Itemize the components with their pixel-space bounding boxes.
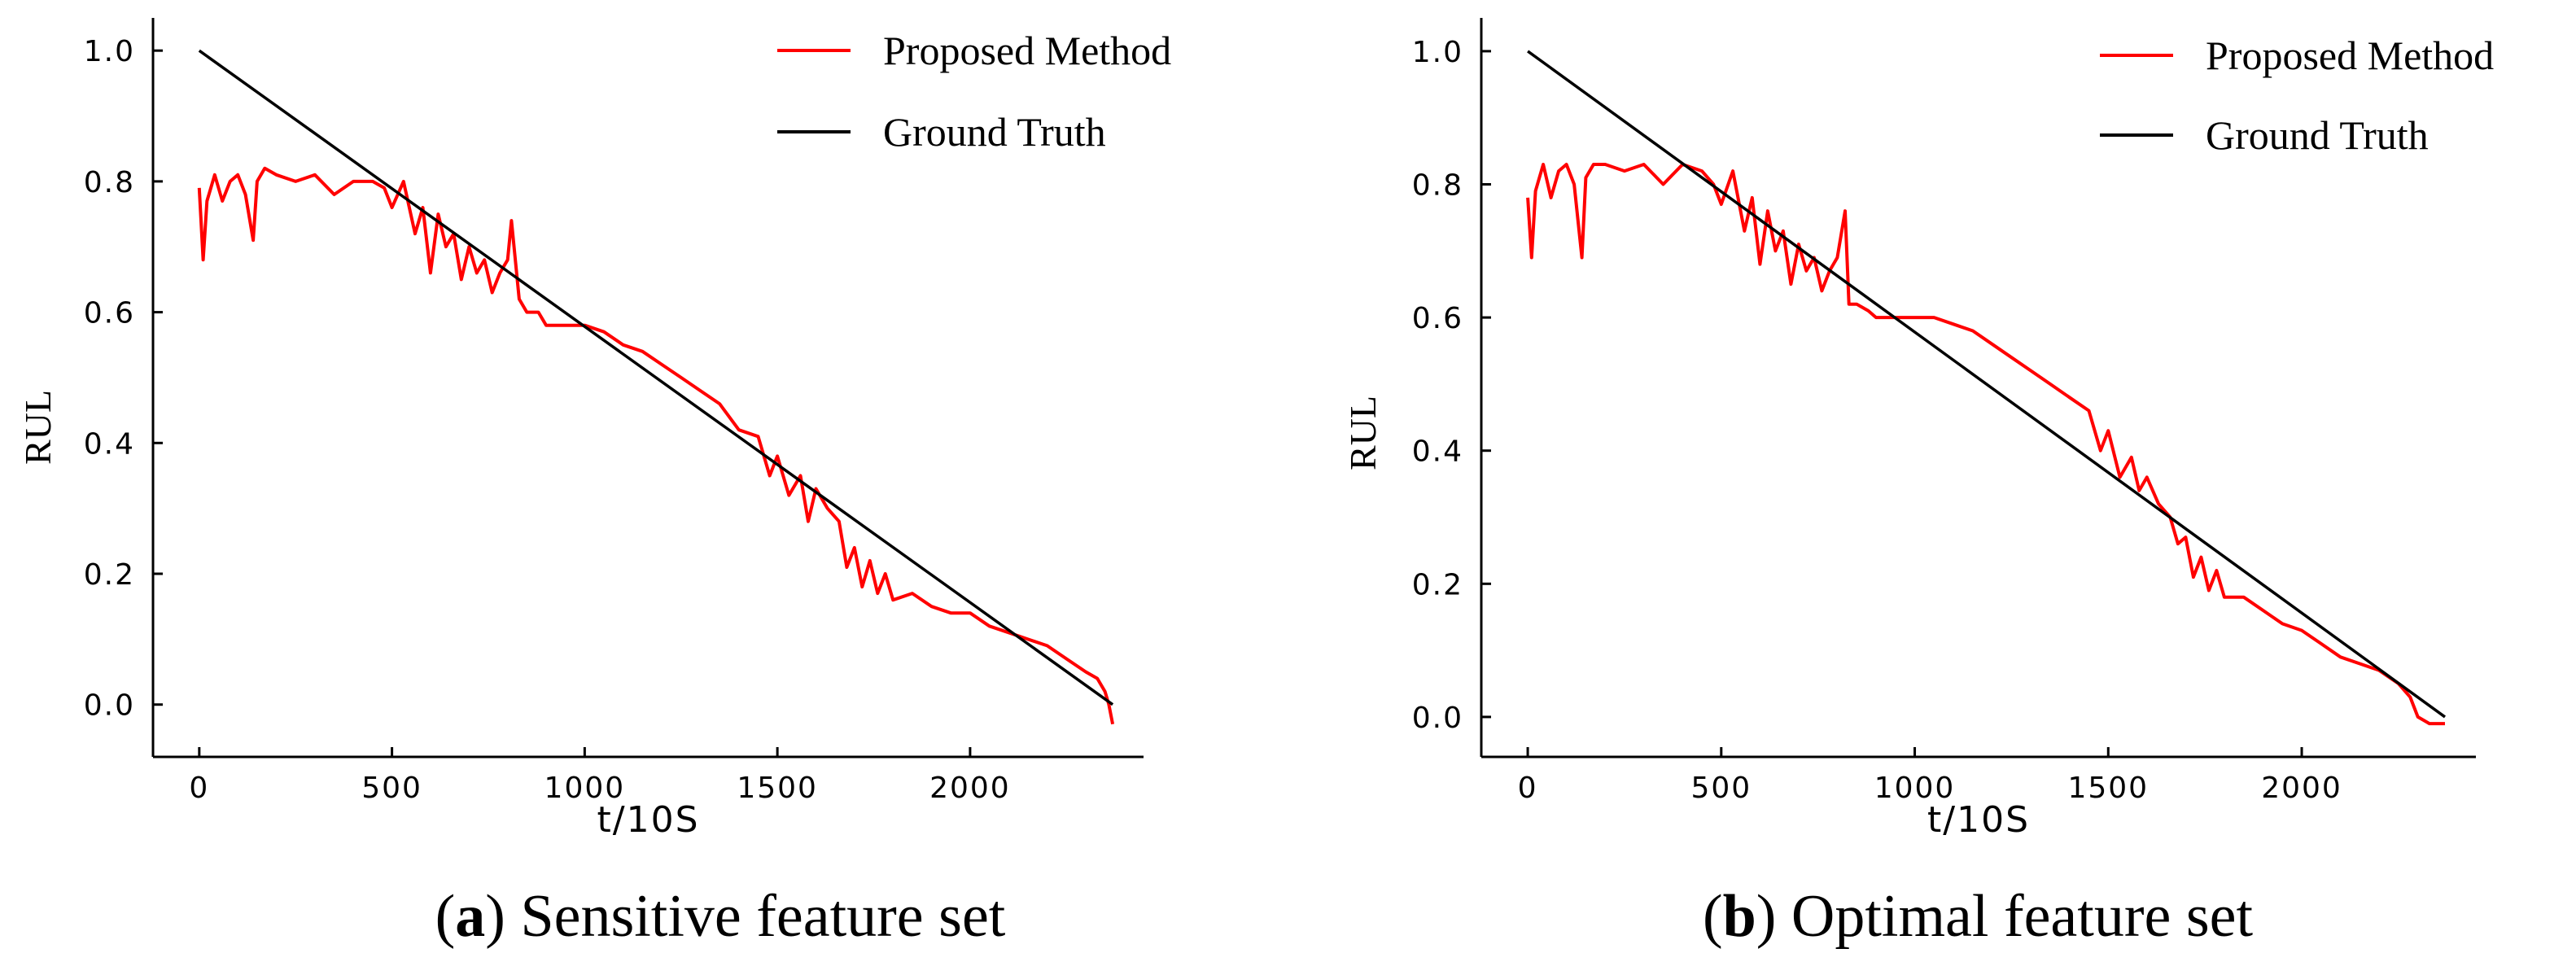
y-tick-label: 0.0 bbox=[1412, 702, 1463, 735]
y-tick-label: 0.2 bbox=[84, 558, 135, 592]
legend-label-proposed: Proposed Method bbox=[2206, 33, 2494, 78]
caption-letter: a bbox=[455, 883, 485, 950]
y-axis-label: RUL bbox=[1342, 396, 1384, 470]
y-tick-label: 0.6 bbox=[84, 297, 135, 330]
legend-label-proposed: Proposed Method bbox=[883, 28, 1171, 73]
caption-text: Sensitive feature set bbox=[520, 883, 1005, 950]
x-tick-label: 1000 bbox=[1874, 772, 1956, 805]
x-tick-label: 0 bbox=[1518, 772, 1538, 805]
x-tick-label: 2000 bbox=[929, 772, 1011, 805]
legend-label-ground-truth: Ground Truth bbox=[883, 109, 1106, 155]
figure-caption: (b) Optimal feature set bbox=[1703, 883, 2254, 950]
y-tick-label: 0.2 bbox=[1412, 568, 1463, 601]
x-tick-label: 1500 bbox=[2067, 772, 2149, 805]
y-tick-label: 0.0 bbox=[84, 689, 135, 723]
chart-b: 0.0 0.2 0.4 0.6 0.8 1.0 0 500 1000 1500 2000 t/10S R… bbox=[1342, 18, 2494, 950]
y-tick-label: 0.8 bbox=[84, 166, 135, 199]
x-tick-label: 0 bbox=[189, 772, 209, 805]
y-tick-label: 1.0 bbox=[1412, 36, 1463, 69]
caption-text: Optimal feature set bbox=[1791, 883, 2254, 950]
y-tick-label: 0.4 bbox=[84, 427, 135, 461]
series-ground-truth-line bbox=[1527, 50, 2447, 719]
chart-a: 0.0 0.2 0.4 0.6 0.8 1.0 0 500 1000 1500 2000 t/10S R… bbox=[17, 18, 1171, 950]
x-tick-label: 500 bbox=[1690, 772, 1752, 805]
x-tick-label: 2000 bbox=[2261, 772, 2342, 805]
series-proposed-method-line bbox=[197, 166, 1115, 725]
legend-label-ground-truth: Ground Truth bbox=[2206, 112, 2429, 158]
series-proposed-method-line bbox=[1526, 163, 2445, 726]
x-tick-label: 1500 bbox=[737, 772, 818, 805]
y-tick-label: 1.0 bbox=[84, 35, 135, 68]
caption-letter: b bbox=[1723, 883, 1756, 950]
x-tick-label: 500 bbox=[361, 772, 422, 805]
y-axis-label: RUL bbox=[17, 390, 59, 465]
x-axis-label: t/10S bbox=[1927, 799, 2030, 841]
x-tick-label: 1000 bbox=[545, 772, 626, 805]
y-tick-label: 0.6 bbox=[1412, 302, 1463, 335]
figure-caption: (a) Sensitive feature set bbox=[435, 883, 1006, 950]
y-tick-label: 0.4 bbox=[1412, 435, 1463, 469]
y-tick-label: 0.8 bbox=[1412, 169, 1463, 203]
series-ground-truth-line bbox=[198, 49, 1114, 706]
x-axis-label: t/10S bbox=[597, 799, 700, 841]
